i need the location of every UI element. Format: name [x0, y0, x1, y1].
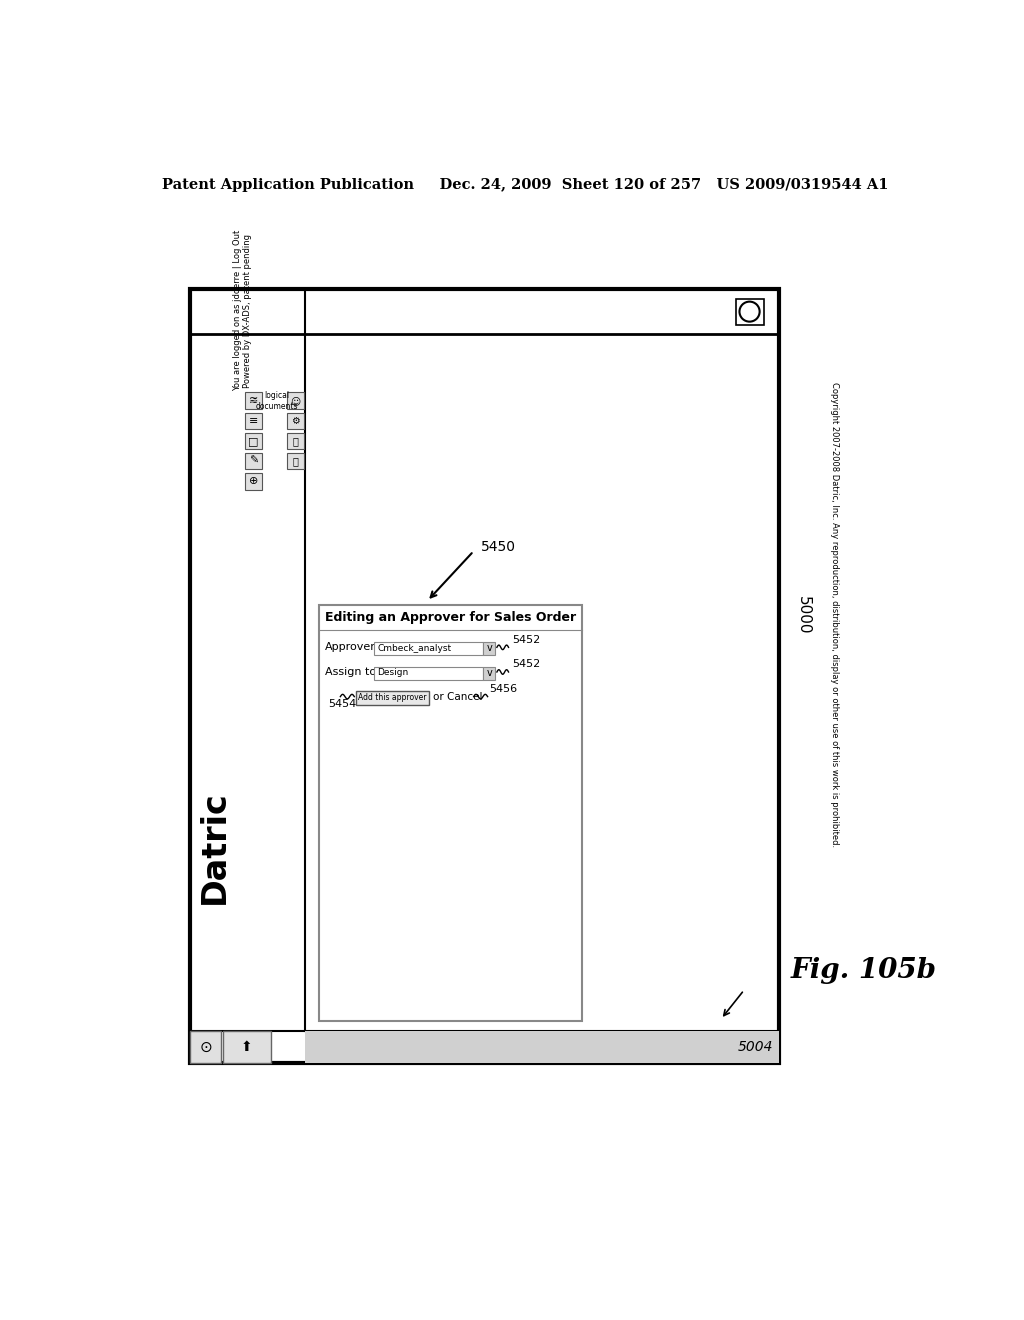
Text: Design: Design [378, 668, 409, 677]
Text: 5000: 5000 [797, 595, 811, 635]
Text: Patent Application Publication     Dec. 24, 2009  Sheet 120 of 257   US 2009/031: Patent Application Publication Dec. 24, … [162, 178, 888, 193]
Text: 🔗: 🔗 [293, 455, 298, 466]
Text: Fig. 105b: Fig. 105b [791, 957, 937, 985]
Text: 5450: 5450 [481, 540, 516, 554]
Text: 5456: 5456 [489, 684, 517, 694]
FancyBboxPatch shape [318, 605, 583, 1020]
FancyBboxPatch shape [245, 473, 262, 490]
Text: □: □ [248, 436, 259, 446]
Text: Assign to: Assign to [325, 667, 376, 677]
Text: 5452: 5452 [512, 635, 541, 644]
FancyBboxPatch shape [287, 392, 304, 409]
Text: 5004: 5004 [737, 1040, 773, 1053]
FancyBboxPatch shape [287, 453, 304, 470]
Text: ≋: ≋ [249, 396, 258, 407]
FancyBboxPatch shape [287, 412, 304, 429]
FancyBboxPatch shape [305, 1031, 779, 1063]
Text: logical
documents: logical documents [256, 391, 298, 411]
Text: ☺: ☺ [291, 396, 300, 407]
FancyBboxPatch shape [190, 289, 779, 1063]
FancyBboxPatch shape [735, 298, 764, 325]
FancyBboxPatch shape [245, 453, 262, 470]
Text: ⚙: ⚙ [291, 416, 300, 426]
Text: Datric: Datric [199, 791, 231, 904]
Text: Copyright 2007-2008 Datric, Inc. Any reproduction, distribution, display or othe: Copyright 2007-2008 Datric, Inc. Any rep… [830, 383, 840, 847]
FancyBboxPatch shape [245, 412, 262, 429]
FancyBboxPatch shape [483, 642, 496, 655]
FancyBboxPatch shape [245, 433, 262, 449]
Text: ≡: ≡ [249, 416, 258, 426]
Text: or Cancel: or Cancel [433, 693, 483, 702]
FancyBboxPatch shape [287, 433, 304, 449]
Text: ✎: ✎ [249, 455, 258, 466]
Text: 📋: 📋 [293, 436, 298, 446]
Text: 5452: 5452 [512, 659, 541, 669]
Text: Approver: Approver [325, 643, 376, 652]
FancyBboxPatch shape [375, 642, 483, 655]
FancyBboxPatch shape [375, 667, 483, 680]
Circle shape [739, 302, 760, 322]
FancyBboxPatch shape [245, 392, 262, 409]
Text: Add this approver: Add this approver [358, 693, 427, 702]
Text: Editing an Approver for Sales Order: Editing an Approver for Sales Order [325, 611, 575, 624]
Text: ⊙: ⊙ [199, 1039, 212, 1055]
FancyBboxPatch shape [222, 1031, 270, 1063]
Text: v: v [486, 668, 492, 677]
FancyBboxPatch shape [356, 692, 429, 705]
Text: You are logged on as jdoerre | Log Out
Powered by DX-ADS, patent pending: You are logged on as jdoerre | Log Out P… [233, 230, 252, 392]
Text: v: v [486, 643, 492, 653]
FancyBboxPatch shape [483, 667, 496, 680]
Text: ⊕: ⊕ [249, 477, 258, 486]
Text: ⬆: ⬆ [241, 1040, 252, 1053]
Text: Cmbeck_analyst: Cmbeck_analyst [378, 644, 452, 652]
FancyBboxPatch shape [190, 1031, 221, 1063]
Text: 5454: 5454 [328, 700, 356, 709]
